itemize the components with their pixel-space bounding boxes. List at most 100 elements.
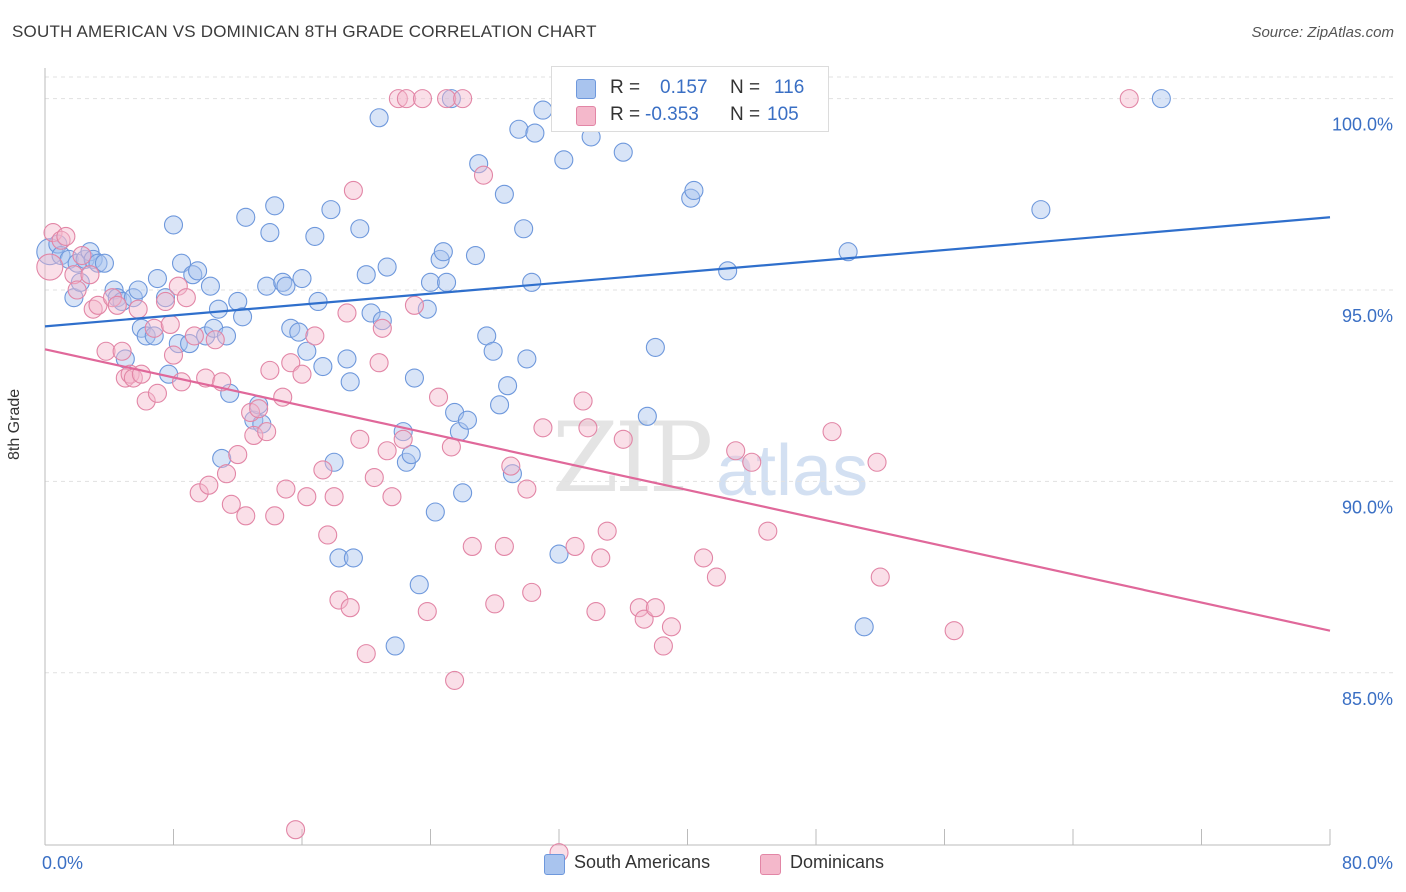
south-american-point <box>483 341 503 361</box>
dominican-point <box>597 521 617 541</box>
south-american-point <box>404 368 424 388</box>
legend-row-dominicans: R = -0.353 N = 105 <box>552 102 828 130</box>
dominican-point <box>144 318 164 338</box>
dominican-point <box>43 223 63 243</box>
dominican-point <box>96 341 116 361</box>
south-american-point <box>265 196 285 216</box>
dominican-point <box>758 521 778 541</box>
south-american-point <box>401 445 421 465</box>
dominican-point <box>236 506 256 526</box>
legend-n-value: 105 <box>767 104 799 125</box>
south-american-point <box>838 242 858 262</box>
dominican-point <box>372 318 392 338</box>
south-american-point <box>554 150 574 170</box>
dominican-point <box>260 360 280 380</box>
y-tick-label: 100.0% <box>1332 115 1393 135</box>
dominican-point <box>485 594 505 614</box>
south-american-point <box>369 108 389 128</box>
bottom-legend-swatch-blue <box>544 854 565 875</box>
south-american-point <box>425 502 445 522</box>
x-tick-label-min: 0.0% <box>42 853 83 873</box>
south-american-point <box>457 410 477 430</box>
dominican-point <box>661 617 681 637</box>
dominican-point <box>613 429 633 449</box>
south-american-point <box>533 100 553 120</box>
dominican-point <box>417 601 437 622</box>
dominican-point <box>324 487 344 507</box>
legend-n-label: N = <box>730 77 761 98</box>
dominican-point <box>286 820 306 840</box>
south-american-point <box>494 184 514 204</box>
south-american-point <box>144 326 164 346</box>
dominican-point <box>340 598 360 618</box>
south-american-point <box>854 617 874 637</box>
south-american-point <box>549 544 569 564</box>
dominican-point <box>356 644 376 664</box>
dominican-point <box>131 364 151 384</box>
dominicans-points <box>36 89 1139 863</box>
trend-line-dominicans <box>44 348 1331 632</box>
dominican-point <box>107 295 127 315</box>
dominican-point <box>822 422 842 442</box>
dominican-point <box>168 276 188 296</box>
south-american-point <box>433 242 453 262</box>
watermark-zip: ZIP <box>552 402 713 514</box>
dominican-point <box>473 165 494 185</box>
south-american-point <box>188 261 208 281</box>
dominican-point <box>382 487 402 507</box>
south-american-point <box>469 154 489 174</box>
dominican-point <box>80 265 100 285</box>
south-american-point <box>343 548 363 568</box>
south-american-point <box>236 207 256 227</box>
south-american-point <box>502 464 522 484</box>
dominican-point <box>257 422 277 442</box>
dominican-point <box>586 601 606 622</box>
dominican-point <box>388 89 408 109</box>
dominican-point <box>428 387 449 407</box>
dominican-point <box>36 253 64 281</box>
south-american-point <box>257 276 277 296</box>
legend-r-value: -0.353 <box>645 104 699 125</box>
dominican-point <box>228 445 248 465</box>
dominican-point <box>501 456 521 476</box>
dominican-point <box>1119 89 1139 109</box>
dominican-point <box>128 299 148 319</box>
south-american-point <box>417 299 437 319</box>
dominican-point <box>870 567 890 587</box>
south-american-point <box>313 357 333 377</box>
south-american-point <box>321 200 341 220</box>
south-american-point <box>718 261 738 281</box>
south-american-point <box>437 272 457 292</box>
south-american-point <box>324 452 344 472</box>
y-axis-label: 8th Grade <box>6 388 23 460</box>
bottom-legend-label: Dominicans <box>790 852 885 872</box>
dominican-point <box>726 441 746 461</box>
dominican-point <box>867 452 887 472</box>
dominican-point <box>573 391 593 411</box>
south-american-point <box>1151 89 1171 109</box>
south-american-point <box>273 272 293 292</box>
dominican-point <box>522 582 542 602</box>
tick-labels: 85.0% 90.0% 95.0% 100.0% 0.0% 80.0% <box>42 115 1393 873</box>
legend-r-value: 0.157 <box>660 77 708 98</box>
axes <box>44 68 1331 846</box>
south-american-point <box>196 326 216 346</box>
south-american-point <box>490 395 510 415</box>
source-label: Source: ZipAtlas.com <box>1251 24 1394 41</box>
legend-n-label: N = <box>730 104 761 125</box>
dominican-point <box>653 636 673 656</box>
south-american-point <box>88 253 108 273</box>
dominican-point <box>591 548 611 568</box>
south-american-point <box>350 219 370 239</box>
south-american-point <box>212 448 232 468</box>
south-american-point <box>136 326 156 346</box>
dominican-point <box>318 525 338 545</box>
dominican-point <box>437 89 457 109</box>
south-american-point <box>163 215 184 235</box>
dominican-point <box>350 429 370 449</box>
south-american-point <box>420 272 441 292</box>
dominican-point <box>163 345 184 365</box>
south-american-point <box>1031 200 1051 220</box>
south-american-point <box>465 246 486 266</box>
dominican-point <box>265 506 285 526</box>
